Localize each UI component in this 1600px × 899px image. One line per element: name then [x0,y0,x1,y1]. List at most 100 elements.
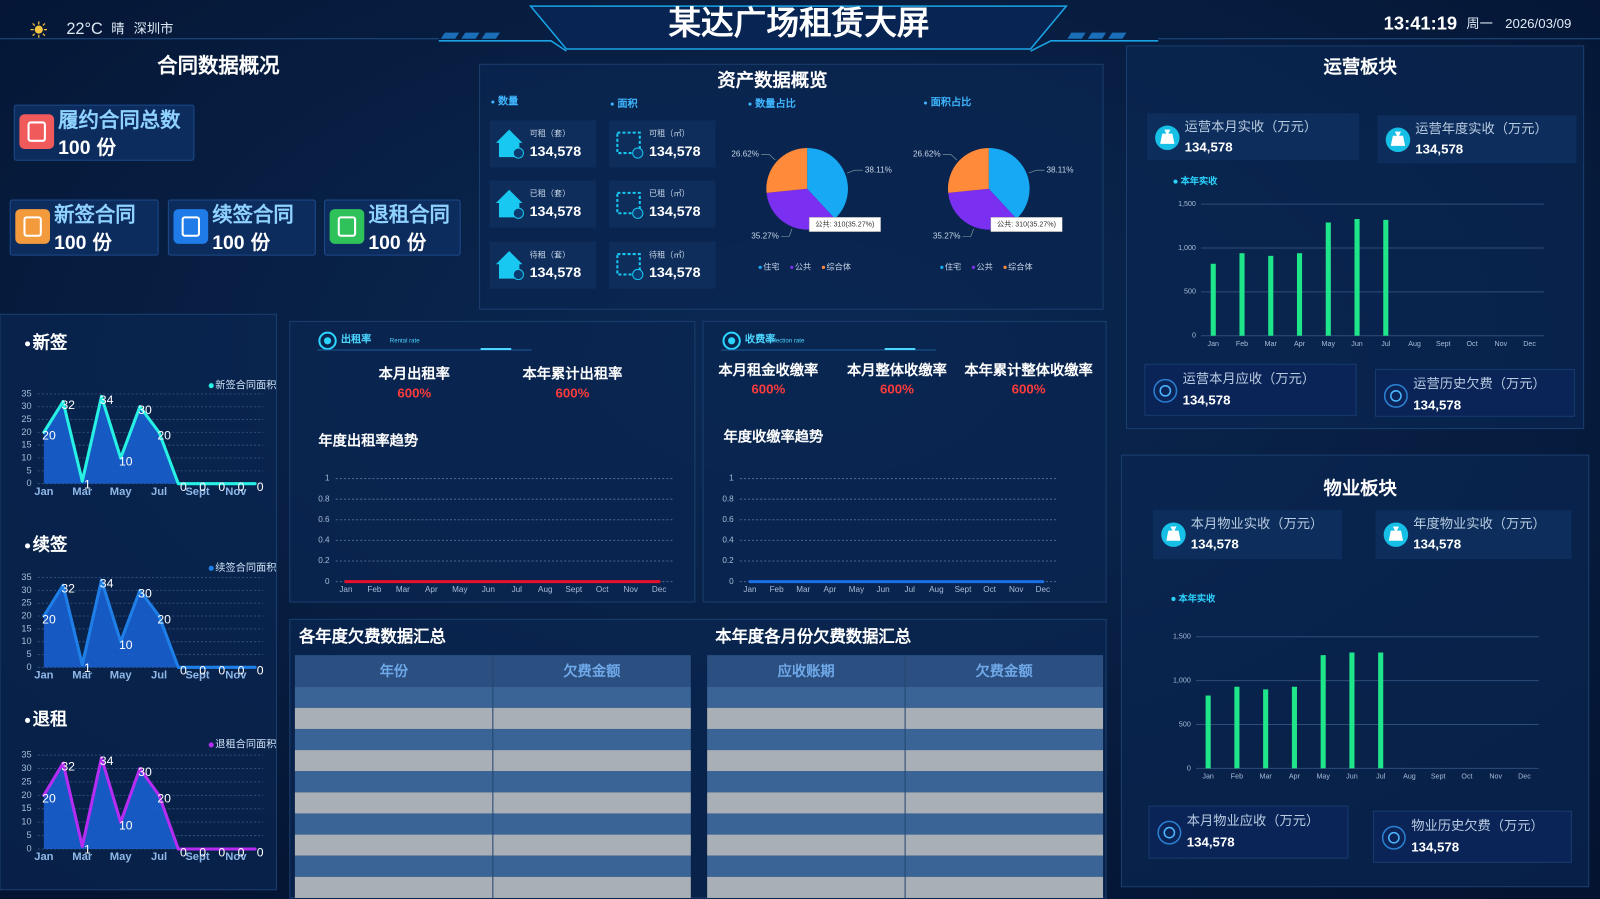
icon-badge [632,147,644,159]
bullet [24,341,31,347]
rate-icon-core [323,337,332,345]
x-tick-label: Dec [652,585,667,594]
x-tick-label: Apr [824,585,837,594]
data-label: 0 [199,480,206,494]
pie-label: 35.27% [751,232,779,241]
x-tick-label: Oct [1467,340,1478,348]
card-icon [19,114,55,149]
y-tick-label: 10 [21,636,31,646]
x-tick-label: Jan [1208,340,1220,348]
stat-value: 134,578 [1413,536,1461,551]
data-label: 0 [218,845,225,859]
bullet [24,717,31,723]
x-tick-label: Jan [743,585,756,594]
legend-swatch [1171,596,1176,602]
rate-subtitle: Collection rate [765,337,805,344]
y-tick-label: 0 [27,843,32,853]
x-tick-label: Apr [1289,772,1301,780]
weather: 晴 [111,21,124,36]
data-label: 0 [180,845,187,859]
point [195,847,200,851]
stat-card [1374,368,1575,417]
point [234,482,238,486]
y-tick-label: 20 [21,427,31,437]
x-tick-label: Jan [34,486,53,498]
stat-value: 134,578 [1411,839,1459,854]
x-tick-label: Mar [796,585,810,594]
legend-swatch [790,265,794,269]
y-tick-label: 30 [21,401,31,411]
chart-title: 续签 [33,534,68,554]
tile-label: 已租（㎡） [649,189,690,198]
line [42,578,256,669]
x-tick-label: May [1322,340,1336,348]
data-label: 1 [84,843,91,857]
x-tick-label: May [1316,772,1330,780]
column-header: 应收账期 [778,662,835,680]
tooltip-text: 公共: 310(35.27%) [815,219,874,228]
card-icon-glyph [23,216,42,237]
point [138,405,142,409]
leader-line [761,154,776,161]
table-title: 本年度各月份欠费数据汇总 [715,627,911,646]
point [215,482,219,486]
ring-icon [1153,378,1178,403]
point [99,756,104,760]
point [157,430,161,434]
y-tick-label: 0 [1192,332,1196,340]
pie-slice [988,147,1030,219]
x-tick-label: May [110,486,133,498]
legend-swatch [1173,179,1178,184]
bar [1349,652,1355,769]
legend-label: 新签合同面积 [215,378,276,391]
data-label: 30 [138,403,152,417]
rate-title: 收费率 [745,332,776,345]
metric-label: 本月租金收缴率 [718,361,818,379]
x-tick-label: Sept [565,585,583,594]
tile-label: 待租（套） [530,249,571,259]
metric-value: 600% [555,385,589,400]
data-label: 0 [218,480,225,494]
bar [1205,695,1211,769]
x-tick-label: Jul [151,486,167,498]
bar [1325,222,1331,336]
legend-swatch [208,383,214,389]
point [119,456,123,460]
pie-label: 26.62% [731,150,759,159]
y-tick-label: 0 [729,577,734,586]
value: 100 [368,232,400,254]
x-tick-label: Jul [1381,340,1391,348]
card-icon [329,209,365,244]
heading-dot [491,100,495,104]
data-label: 32 [61,759,75,773]
legend-label: 本年实收 [1181,175,1219,186]
x-tick-label: May [849,585,865,594]
section-title: 物业板块 [1323,478,1397,499]
bar [1234,686,1240,769]
title-wing [438,40,1159,52]
data-label: 0 [199,845,206,859]
x-tick-label: Feb [770,585,785,594]
point [119,640,123,644]
y-tick-label: 0 [27,478,32,488]
data-label: 32 [61,582,75,596]
stat-value: 134,578 [1191,536,1239,551]
y-tick-label: 30 [21,763,31,773]
card-icon [15,209,50,244]
x-tick-label: Mar [1265,340,1278,348]
x-tick-label: Jun [1346,772,1358,780]
card-icon-glyph [337,216,357,237]
pie-slice [947,147,989,193]
metric-value: 600% [397,385,431,400]
data-label: 0 [199,664,206,678]
x-tick-label: Dec [1523,340,1536,348]
y-tick-label: 0.8 [722,494,734,503]
pie-label: 26.62% [913,150,941,159]
point [138,766,142,771]
ring-icon-core [1387,831,1400,844]
stat-card [1146,113,1360,161]
x-tick-label: Mar [396,585,410,594]
point [215,665,219,669]
y-tick-label: 25 [21,414,31,424]
data-label: 1 [84,477,91,491]
